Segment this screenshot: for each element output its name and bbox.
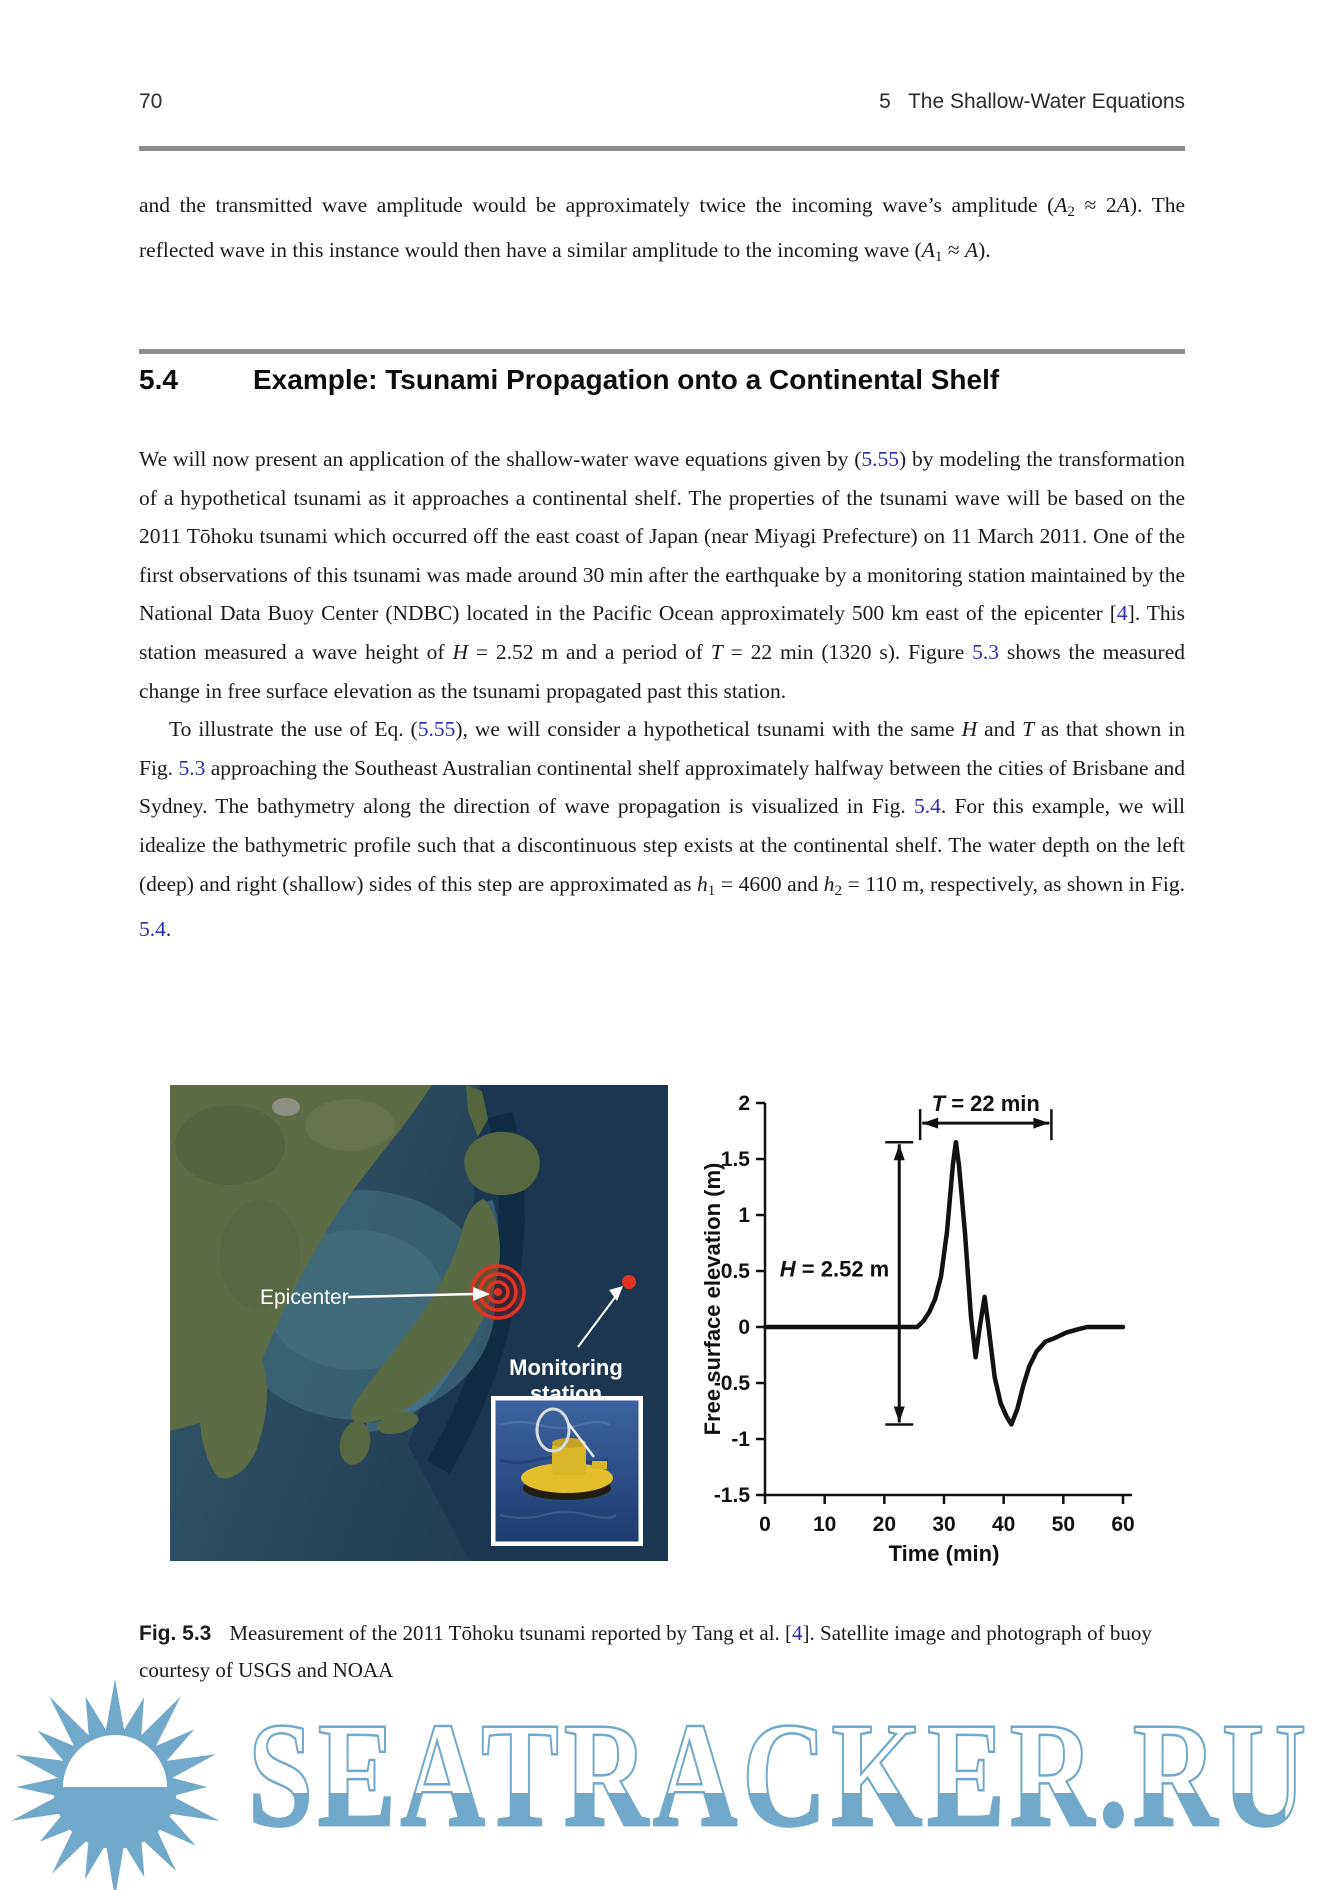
body-text: We will now present an application of th…: [139, 440, 1185, 948]
sun-logo-icon: [11, 1679, 220, 1890]
watermark-text: SEATRACKER.RU: [247, 1692, 1312, 1858]
running-title: 5 The Shallow-Water Equations: [879, 90, 1185, 113]
y-tick-label: -0.5: [714, 1372, 751, 1395]
cross-reference-link[interactable]: 5.4: [139, 916, 166, 941]
land-texture: [175, 1105, 285, 1185]
section-number: 5.4: [139, 364, 178, 395]
wave-height-annotation: H = 2.52 m: [780, 1257, 889, 1282]
x-axis-label: Time (min): [889, 1541, 1000, 1566]
figure-caption-label: Fig. 5.3: [139, 1622, 212, 1645]
buoy-hoop-antenna: [535, 1407, 571, 1453]
x-tick-label: 10: [813, 1513, 836, 1536]
chart-axes: 2 1.5 1 0.5 0 -0.5 -1 -1.5 0 10 20 30 40 50 60 Time (mi…: [700, 1092, 1135, 1566]
epicenter-arrowhead-icon: [473, 1287, 490, 1301]
buoy-cabin: [552, 1443, 586, 1475]
x-tick-label: 40: [992, 1513, 1015, 1536]
cross-reference-link[interactable]: 4: [1116, 601, 1128, 626]
page-header: 70 5 The Shallow-Water Equations: [139, 90, 1185, 114]
section-heading: 5.4 Example: Tsunami Propagation onto a …: [139, 364, 1185, 396]
land-texture: [305, 1099, 395, 1151]
epicenter-arrow: [347, 1292, 475, 1299]
korea-peninsula: [200, 1360, 267, 1479]
honshu-island: [351, 1199, 500, 1423]
buoy-antenna: [567, 1422, 595, 1458]
x-tick-label: 30: [932, 1513, 955, 1536]
elevation-chart-svg: 2 1.5 1 0.5 0 -0.5 -1 -1.5 0 10 20 30 40 50 60 Time (mi…: [700, 1091, 1135, 1566]
buoy-photo-inset: [491, 1396, 643, 1546]
satellite-map: Epicenter Monitoring station: [170, 1085, 668, 1561]
x-tick-label: 20: [873, 1513, 896, 1536]
cross-reference-link[interactable]: 5.3: [972, 639, 999, 664]
y-tick-label: 0: [738, 1316, 750, 1339]
land-texture: [220, 1200, 300, 1310]
figure-caption: Fig. 5.3 Measurement of the 2011 Tōhoku t…: [139, 1615, 1185, 1688]
cross-reference-link[interactable]: 5.3: [178, 755, 206, 780]
paragraph: To illustrate the use of Eq. (5.55), we …: [139, 717, 1185, 941]
section-rule: [139, 349, 1185, 354]
cross-reference-link[interactable]: 5.4: [913, 794, 941, 819]
period-annotation: T = 22 min: [932, 1091, 1040, 1116]
y-tick-label: 1: [738, 1204, 750, 1227]
cross-reference-link[interactable]: 4: [792, 1621, 803, 1645]
sea-of-japan-shallow: [265, 1230, 445, 1370]
monitoring-label-line1: Monitoring: [509, 1355, 623, 1380]
figure-5-3: Epicenter Monitoring station: [0, 1085, 1323, 1590]
cross-reference-link[interactable]: 5.55: [861, 447, 899, 471]
y-tick-label: 0.5: [721, 1260, 751, 1283]
paragraph: We will now present an application of th…: [139, 447, 1186, 703]
elevation-chart: 2 1.5 1 0.5 0 -0.5 -1 -1.5 0 10 20 30 40 50 60 Time (mi…: [700, 1085, 1200, 1585]
y-tick-label: -1: [731, 1428, 750, 1451]
sakhalin-island: [466, 1085, 488, 1137]
paragraph-intro: and the transmitted wave amplitude would…: [139, 193, 1185, 266]
epicenter-label: Epicenter: [260, 1286, 349, 1309]
buoy-hull: [521, 1463, 613, 1493]
figure-caption-text: Measurement of the 2011 Tōhoku tsunami r…: [139, 1621, 1152, 1682]
kyushu-island: [339, 1421, 371, 1465]
land-texture-gray-patch: [272, 1098, 300, 1116]
monitoring-station-marker: [622, 1275, 636, 1289]
y-tick-label: 1.5: [721, 1148, 751, 1171]
x-tick-label: 0: [759, 1513, 771, 1536]
y-axis-label: Free surface elevation (m): [700, 1163, 725, 1436]
x-tick-label: 50: [1052, 1513, 1075, 1536]
cross-reference-link[interactable]: 5.55: [417, 717, 456, 742]
shikoku-island: [377, 1412, 419, 1434]
section-title: Example: Tsunami Propagation onto a Cont…: [253, 364, 1000, 395]
y-tick-label: -1.5: [714, 1484, 751, 1507]
sun-dome: [63, 1735, 167, 1787]
hokkaido-island: [464, 1131, 540, 1196]
monitoring-arrow: [577, 1291, 620, 1348]
elevation-curve: [762, 1139, 1126, 1427]
chart-annotations: T = 22 min H = 2.52 m: [780, 1091, 1053, 1426]
y-tick-label: 2: [738, 1092, 750, 1115]
page-number: 70: [139, 90, 163, 113]
monitoring-arrowhead-icon: [609, 1286, 623, 1301]
sun-lower-disc: [53, 1787, 177, 1849]
x-tick-label: 60: [1111, 1513, 1134, 1536]
header-rule: [139, 146, 1185, 151]
